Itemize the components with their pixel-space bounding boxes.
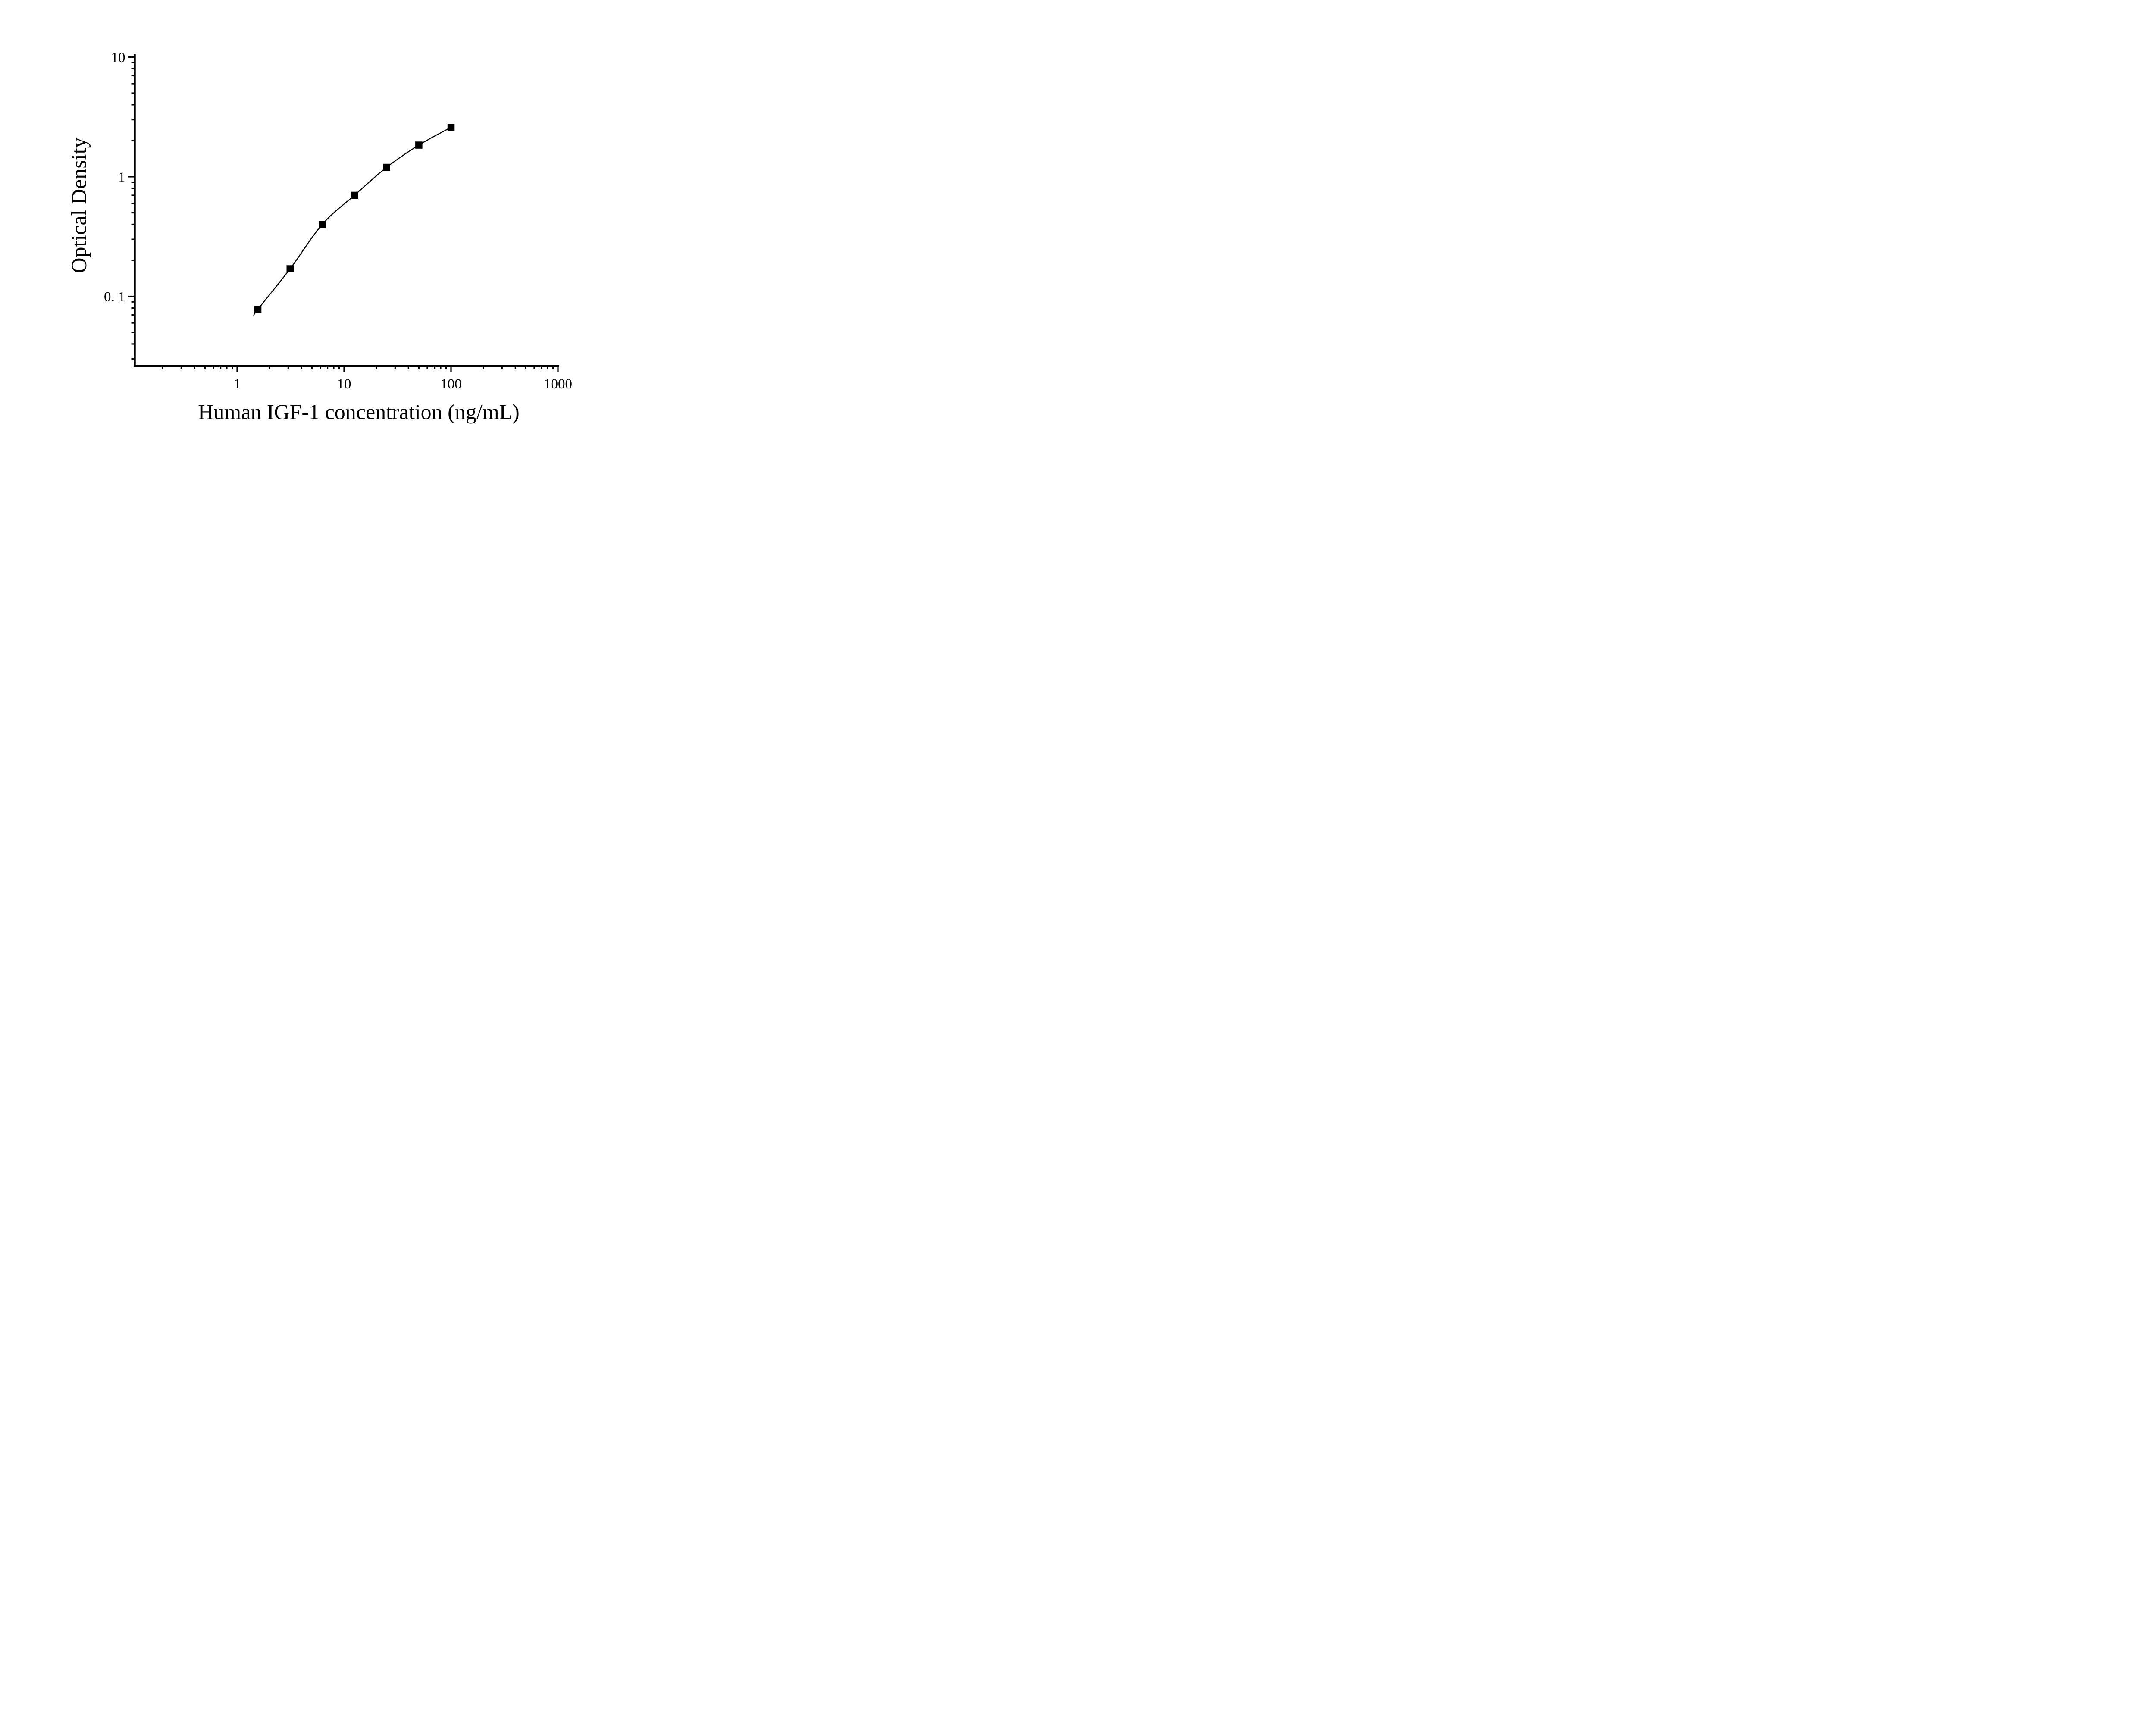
data-point-marker <box>286 265 294 272</box>
data-point-marker <box>254 306 262 313</box>
x-axis-minor-ticks <box>162 366 554 369</box>
y-axis-title: Optical Density <box>67 137 91 273</box>
standard-curve-chart: 1 10 100 1000 10 1 0. 1 Human IGF-1 concentra… <box>67 50 573 424</box>
data-point-marker <box>447 124 455 131</box>
x-tick-label: 1000 <box>544 376 572 392</box>
fitted-curve <box>253 127 451 316</box>
standard-curve-figure: 1 10 100 1000 10 1 0. 1 Human IGF-1 concentra… <box>0 0 620 433</box>
y-axis-major-ticks <box>128 56 135 297</box>
data-point-marker <box>319 221 326 228</box>
data-point-marker <box>351 191 358 199</box>
x-axis-tick-labels: 1 10 100 1000 <box>234 376 572 392</box>
y-axis-tick-labels: 10 1 0. 1 <box>104 50 125 305</box>
y-axis-minor-ticks <box>131 62 135 360</box>
y-tick-label: 10 <box>111 50 125 66</box>
x-tick-label: 1 <box>234 376 241 392</box>
y-tick-label: 0. 1 <box>104 289 125 305</box>
x-axis-major-ticks <box>236 366 559 372</box>
y-tick-label: 1 <box>118 170 125 185</box>
x-tick-label: 10 <box>337 376 351 392</box>
x-tick-label: 100 <box>440 376 462 392</box>
data-point-marker <box>415 141 423 149</box>
x-axis-title: Human IGF-1 concentration (ng/mL) <box>198 400 520 424</box>
data-point-markers <box>254 124 455 313</box>
data-point-marker <box>383 163 390 171</box>
